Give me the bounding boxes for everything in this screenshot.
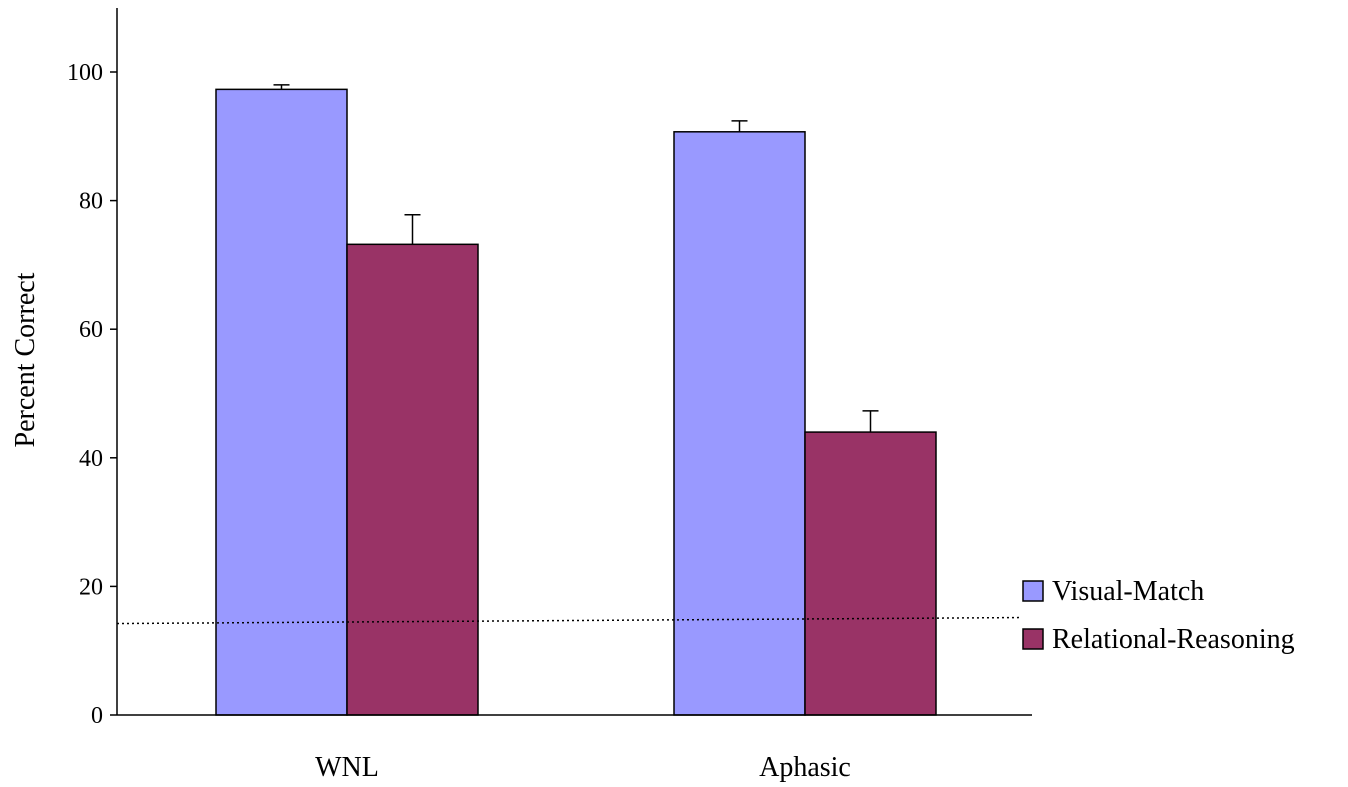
x-category-label-aphasic: Aphasic xyxy=(759,752,851,783)
bar-relational-reasoning-wnl xyxy=(346,243,479,716)
bar-visual-match-aphasic xyxy=(673,131,806,716)
legend-swatch-relational-reasoning xyxy=(1022,628,1044,650)
y-tick-label-80: 80 xyxy=(79,189,103,215)
y-axis-title: Percent Correct xyxy=(10,272,41,447)
x-category-label-wnl: WNL xyxy=(315,752,379,783)
bar-relational-reasoning-aphasic xyxy=(804,431,937,716)
chance-reference-line xyxy=(116,616,1021,625)
y-tick-label-100: 100 xyxy=(67,60,103,86)
y-tick-label-60: 60 xyxy=(79,317,103,343)
legend-label-visual-match: Visual-Match xyxy=(1052,576,1204,607)
plot-area: 0 20 40 60 80 100 WNL Aphasic Visual-Match Relati… xyxy=(67,8,1295,783)
y-tick-label-40: 40 xyxy=(79,446,103,472)
y-tick-label-0: 0 xyxy=(91,703,103,729)
bar-visual-match-wnl xyxy=(215,88,348,716)
y-tick-label-20: 20 xyxy=(79,574,103,600)
legend-swatch-visual-match xyxy=(1022,580,1044,602)
legend-label-relational-reasoning: Relational-Reasoning xyxy=(1052,624,1295,655)
